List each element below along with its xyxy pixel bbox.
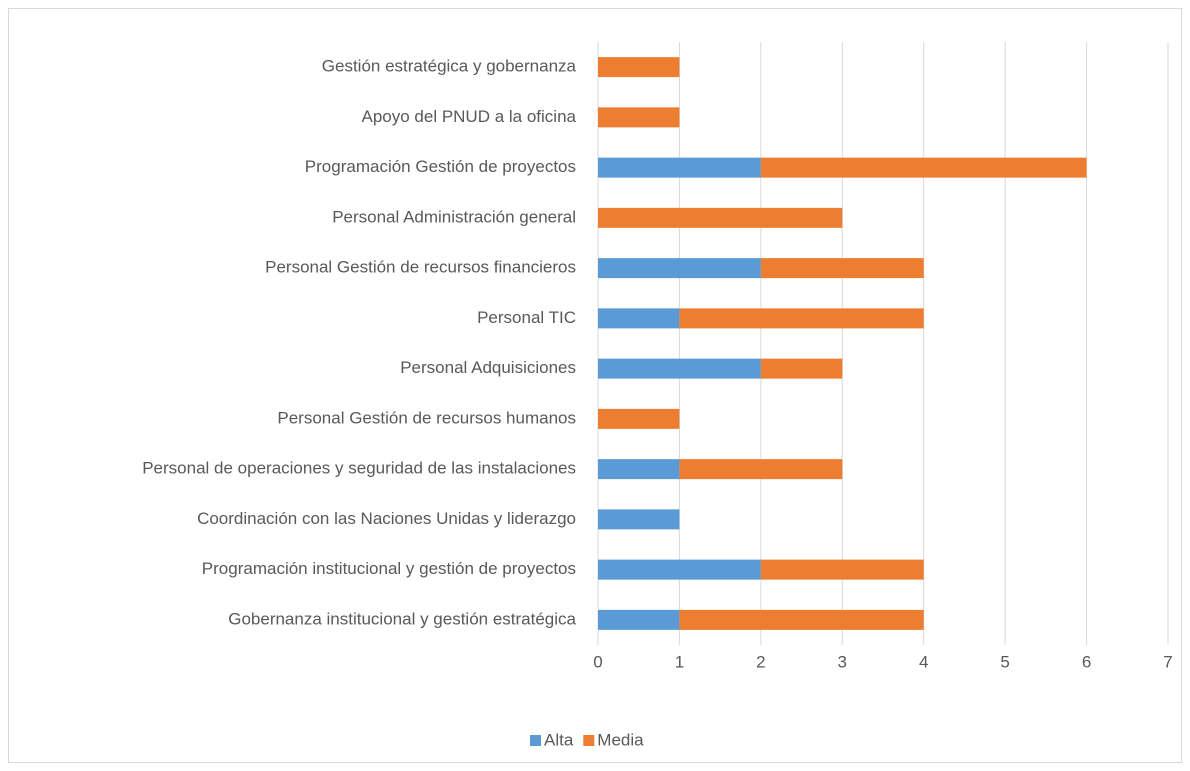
bar-segment xyxy=(598,459,680,480)
bar-segment xyxy=(679,609,924,630)
legend-swatch xyxy=(530,735,541,746)
x-tick-label: 6 xyxy=(1082,652,1091,671)
y-tick-label: Personal de operaciones y seguridad de l… xyxy=(142,459,576,478)
legend-label: Media xyxy=(597,730,644,749)
bar-segment xyxy=(598,107,680,128)
bar-segment xyxy=(760,358,843,379)
bar-segment xyxy=(760,157,1087,178)
bar-segment xyxy=(598,609,680,630)
y-tick-label: Personal Adquisiciones xyxy=(400,358,576,377)
bar-segment xyxy=(598,308,680,329)
bar-segment xyxy=(598,408,680,429)
y-tick-label: Programación Gestión de proyectos xyxy=(305,157,576,176)
y-tick-label: Programación institucional y gestión de … xyxy=(202,559,576,578)
x-tick-label: 2 xyxy=(756,652,765,671)
x-tick-label: 7 xyxy=(1163,652,1172,671)
bar-segment xyxy=(598,157,761,178)
y-tick-label: Coordinación con las Naciones Unidas y l… xyxy=(197,509,576,528)
bar-segment xyxy=(679,459,843,480)
bar-segment xyxy=(598,559,761,580)
y-tick-label: Apoyo del PNUD a la oficina xyxy=(361,107,576,126)
legend-swatch xyxy=(583,735,595,746)
bar-segment xyxy=(598,207,843,228)
chart-border xyxy=(8,8,1182,763)
bar-segment xyxy=(598,258,761,279)
x-tick-label: 5 xyxy=(1000,652,1009,671)
bar-segment xyxy=(598,358,761,379)
bar-segment xyxy=(760,559,924,580)
y-tick-label: Gobernanza institucional y gestión estra… xyxy=(228,609,576,628)
x-tick-label: 4 xyxy=(919,652,928,671)
y-tick-label: Gestión estratégica y gobernanza xyxy=(322,57,577,76)
x-tick-label: 1 xyxy=(675,652,684,671)
legend-label: Alta xyxy=(544,730,574,749)
bar-segment xyxy=(679,308,924,329)
x-tick-label: 3 xyxy=(838,652,847,671)
x-tick-label: 0 xyxy=(593,652,602,671)
y-tick-label: Personal Gestión de recursos humanos xyxy=(277,408,576,427)
bar-segment xyxy=(598,509,680,530)
bar-segment xyxy=(598,57,680,78)
y-tick-label: Personal Administración general xyxy=(332,207,576,226)
y-tick-label: Personal TIC xyxy=(477,308,576,327)
y-tick-label: Personal Gestión de recursos financieros xyxy=(265,258,576,277)
bar-segment xyxy=(760,258,924,279)
